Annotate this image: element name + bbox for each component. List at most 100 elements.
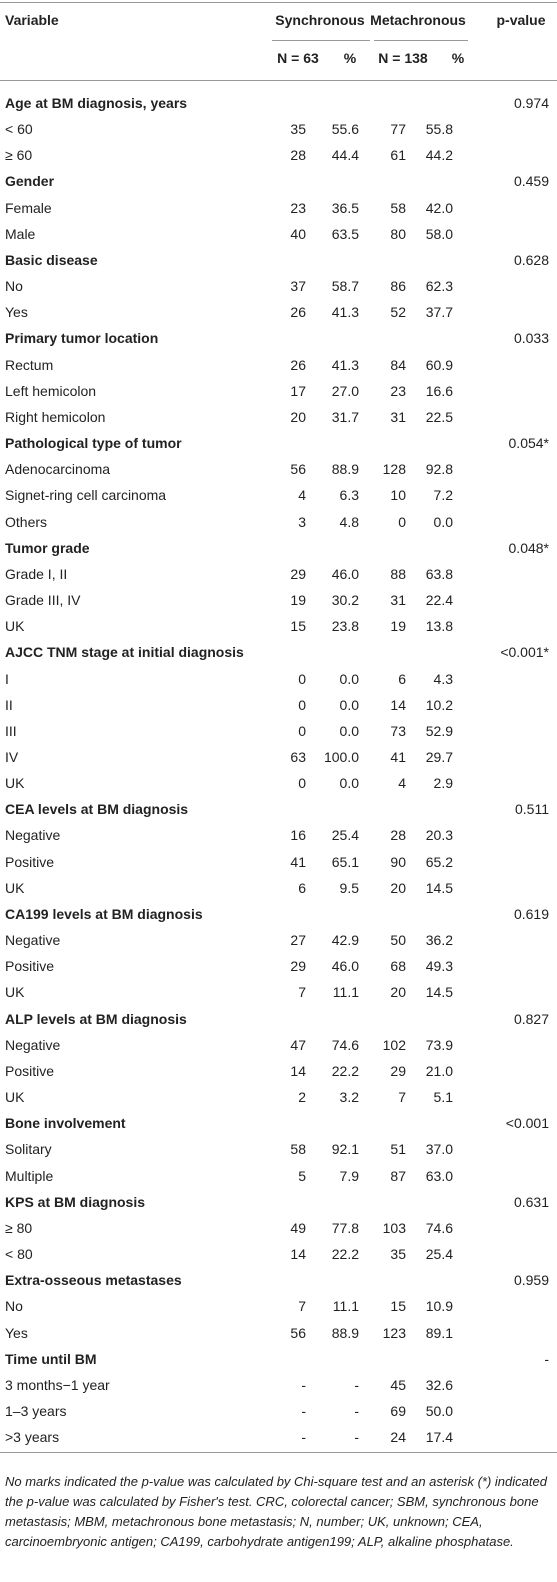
value-cell: 5.1 — [433, 1089, 453, 1106]
value-cell: 0.0 — [339, 696, 359, 713]
value-cell: 7 — [298, 984, 306, 1001]
value-cell: 52.9 — [425, 722, 453, 739]
p-value: 0.827 — [513, 1010, 549, 1027]
value-cell: 4 — [398, 775, 406, 792]
value-cell: 26 — [290, 304, 306, 321]
row-label: Yes — [5, 304, 28, 321]
row-label: Negative — [5, 932, 61, 949]
value-cell: 73.9 — [425, 1036, 453, 1053]
section-label: Gender — [5, 173, 55, 190]
rule — [374, 40, 468, 41]
value-cell: 88.9 — [331, 1324, 359, 1341]
value-cell: 7.2 — [433, 487, 453, 504]
value-cell: 20 — [290, 408, 306, 425]
row-label: Female — [5, 199, 52, 216]
value-cell: 58 — [390, 199, 406, 216]
value-cell: 25.4 — [425, 1246, 453, 1263]
p-value: 0.459 — [513, 173, 549, 190]
value-cell: 19 — [390, 618, 406, 635]
row-label: Yes — [5, 1324, 28, 1341]
value-cell: 46.0 — [331, 958, 359, 975]
rule — [0, 1452, 557, 1453]
row-label: I — [5, 670, 9, 687]
row-label: Left hemicolon — [5, 382, 97, 399]
value-cell: 55.6 — [331, 121, 359, 138]
section-label: Time until BM — [5, 1350, 97, 1367]
value-cell: 74.6 — [331, 1036, 359, 1053]
value-cell: 55.8 — [425, 121, 453, 138]
value-cell: 102 — [382, 1036, 406, 1053]
value-cell: 46.0 — [331, 565, 359, 582]
value-cell: 44.4 — [331, 147, 359, 164]
p-value: - — [544, 1350, 549, 1367]
value-cell: - — [354, 1403, 359, 1419]
value-cell: 20 — [390, 879, 406, 896]
p-value: 0.033 — [513, 330, 549, 347]
value-cell: - — [354, 1376, 359, 1393]
value-cell: 15 — [290, 618, 306, 635]
value-cell: 40 — [290, 225, 306, 242]
value-cell: 60.9 — [425, 356, 453, 373]
value-cell: 41.3 — [331, 356, 359, 373]
rule — [0, 2, 557, 3]
value-cell: 35 — [390, 1246, 406, 1263]
value-cell: 42.0 — [425, 199, 453, 216]
row-label: Multiple — [5, 1167, 54, 1184]
value-cell: 58.7 — [331, 278, 359, 295]
value-cell: 30.2 — [331, 592, 359, 609]
section-label: Basic disease — [5, 251, 98, 268]
p-value: 0.628 — [513, 251, 549, 268]
value-cell: 0 — [398, 513, 406, 530]
value-cell: 69 — [390, 1403, 406, 1419]
row-label: Signet-ring cell carcinoma — [5, 487, 167, 504]
row-label: ≥ 60 — [5, 147, 33, 164]
footnote: No marks indicated the p-value was calcu… — [5, 1474, 547, 1549]
value-cell: 2.9 — [433, 775, 453, 792]
section-label: ALP levels at BM diagnosis — [5, 1010, 187, 1027]
value-cell: 92.1 — [331, 1141, 359, 1158]
row-label: II — [5, 696, 13, 713]
value-cell: 23.8 — [331, 618, 359, 635]
value-cell: 77.8 — [331, 1219, 359, 1236]
row-label: Positive — [5, 1062, 55, 1079]
value-cell: 80 — [390, 225, 406, 242]
value-cell: 84 — [390, 356, 406, 373]
value-cell: 49.3 — [425, 958, 453, 975]
value-cell: 0 — [298, 696, 306, 713]
section-label: AJCC TNM stage at initial diagnosis — [5, 644, 244, 661]
value-cell: 16.6 — [425, 382, 453, 399]
row-label: No — [5, 1298, 23, 1315]
row-label: III — [5, 722, 17, 739]
section-label: CA199 levels at BM diagnosis — [5, 905, 203, 922]
row-label: Right hemicolon — [5, 408, 106, 425]
row-label: Grade I, II — [5, 565, 68, 582]
value-cell: 47 — [290, 1036, 306, 1053]
value-cell: 14.5 — [425, 879, 453, 896]
value-cell: 10 — [390, 487, 406, 504]
value-cell: 7.9 — [339, 1167, 359, 1184]
value-cell: 37.7 — [425, 304, 453, 321]
value-cell: 49 — [290, 1219, 306, 1236]
value-cell: 41 — [390, 749, 406, 765]
value-cell: - — [301, 1376, 306, 1393]
value-cell: 4 — [298, 487, 306, 504]
value-cell: 36.2 — [425, 932, 453, 949]
value-cell: 3 — [298, 513, 306, 530]
row-label: 3 months−1 year — [5, 1376, 110, 1393]
value-cell: 87 — [390, 1167, 406, 1184]
section-label: Pathological type of tumor — [5, 435, 182, 452]
p-value: 0.054* — [508, 435, 549, 452]
value-cell: 26 — [290, 356, 306, 373]
value-cell: 50.0 — [425, 1403, 453, 1419]
value-cell: 6 — [398, 670, 406, 687]
value-cell: 50 — [390, 932, 406, 949]
value-cell: 56 — [290, 461, 306, 478]
row-label: UK — [5, 984, 25, 1001]
p-value: <0.001* — [500, 644, 549, 661]
value-cell: 44.2 — [425, 147, 453, 164]
value-cell: 73 — [390, 722, 406, 739]
value-cell: 58.0 — [425, 225, 453, 242]
rule — [272, 40, 370, 41]
row-label: Negative — [5, 1036, 61, 1053]
header-variable: Variable — [5, 12, 59, 28]
